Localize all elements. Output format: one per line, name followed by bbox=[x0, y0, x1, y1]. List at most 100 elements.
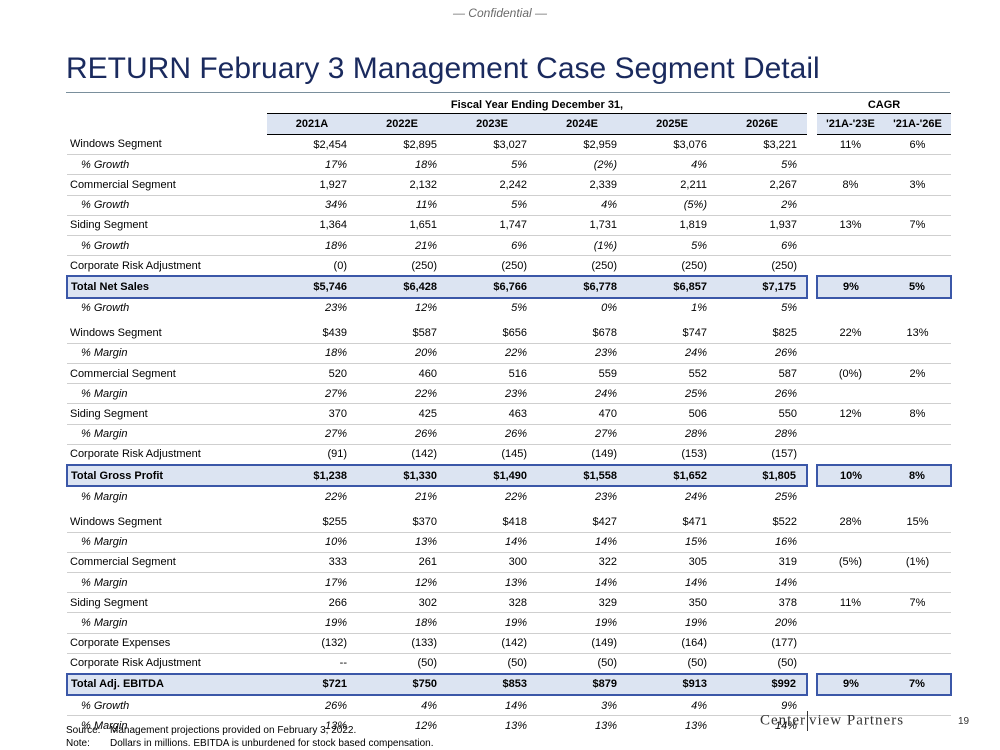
cagr-cell: 12% bbox=[817, 403, 884, 425]
page-number: 19 bbox=[958, 716, 970, 727]
col-header-2021a: 2021A bbox=[267, 113, 357, 135]
cagr-cell: 8% bbox=[817, 174, 884, 196]
column-gap bbox=[807, 363, 817, 385]
col-header-2025e: 2025E bbox=[627, 113, 717, 135]
table-row: Commercial Segment 1,927 2,132 2,242 2,339 2,… bbox=[67, 174, 952, 196]
cagr-cell: 3% bbox=[884, 174, 952, 196]
value-cell: $522 bbox=[717, 512, 807, 533]
value-cell: $913 bbox=[627, 672, 717, 697]
value-cell: 20% bbox=[717, 612, 807, 634]
value-cell: (153) bbox=[681, 448, 707, 461]
value-cell: 6% bbox=[717, 235, 807, 257]
column-gap bbox=[807, 276, 817, 298]
table-row: % Margin 10% 13% 14% 14% 15% 16% bbox=[67, 532, 952, 553]
value-cell: $747 bbox=[627, 323, 717, 344]
value-cell: (50) bbox=[777, 657, 797, 670]
value-cell: 5% bbox=[447, 154, 537, 176]
value-cell: (157) bbox=[771, 448, 797, 461]
row-label: % Growth bbox=[81, 302, 130, 315]
value-cell: (50) bbox=[417, 657, 437, 670]
value-cell: 463 bbox=[447, 403, 537, 425]
value-cell: (250) bbox=[591, 259, 617, 272]
value-cell: $7,175 bbox=[717, 275, 808, 299]
value-cell: 27% bbox=[267, 383, 357, 405]
column-gap bbox=[807, 215, 817, 236]
value-cell: 333 bbox=[267, 552, 357, 573]
column-gap bbox=[807, 403, 817, 425]
column-gap bbox=[807, 673, 817, 696]
value-cell: $6,778 bbox=[537, 275, 627, 299]
col-header-2023e: 2023E bbox=[447, 113, 537, 135]
value-cell: 1,927 bbox=[267, 174, 357, 196]
value-cell: 6% bbox=[447, 235, 537, 257]
column-gap bbox=[807, 572, 817, 594]
cagr-cell bbox=[817, 235, 884, 257]
value-cell: 5% bbox=[781, 302, 797, 315]
table-row: Commercial Segment 520 460 516 559 552 587 (0%)… bbox=[67, 363, 952, 385]
cagr-cell bbox=[817, 695, 884, 717]
row-label: % Margin bbox=[67, 572, 267, 594]
cagr-cell: 13% bbox=[817, 215, 884, 236]
value-cell: $2,895 bbox=[357, 134, 447, 156]
table-row: Siding Segment 370 425 463 470 506 550 12% 8% bbox=[67, 403, 952, 425]
value-cell: (177) bbox=[717, 633, 807, 654]
row-label: % Margin bbox=[67, 424, 267, 445]
value-cell: 13% bbox=[324, 719, 347, 732]
value-cell: 5% bbox=[511, 302, 527, 315]
value-cell: $6,766 bbox=[447, 275, 537, 299]
table-row: Siding Segment 1,364 1,651 1,747 1,731 1,819 1… bbox=[67, 215, 952, 236]
value-cell: 261 bbox=[357, 552, 447, 573]
value-cell: 1,364 bbox=[267, 215, 357, 236]
value-cell: 550 bbox=[717, 403, 807, 425]
value-cell: 26% bbox=[267, 695, 357, 717]
col-header-2022e: 2022E bbox=[357, 113, 447, 135]
value-cell: (149) bbox=[591, 448, 617, 461]
value-cell: 26% bbox=[447, 424, 537, 445]
value-cell: 552 bbox=[627, 363, 717, 385]
column-gap bbox=[807, 424, 817, 445]
cagr-cell: (5%) bbox=[817, 552, 884, 573]
logo-divider bbox=[806, 711, 808, 731]
column-gap bbox=[807, 653, 817, 674]
value-cell: 1,651 bbox=[357, 215, 447, 236]
row-label: Siding Segment bbox=[67, 403, 267, 425]
value-cell: $3,221 bbox=[717, 134, 807, 156]
table-row: Total Net Sales $5,746 $6,428 $6,766 $6,778 $… bbox=[66, 275, 953, 299]
value-cell: $2,454 bbox=[267, 134, 357, 156]
cagr-cell bbox=[884, 444, 951, 465]
value-cell: 18% bbox=[267, 343, 357, 365]
value-cell: 1,937 bbox=[717, 215, 807, 236]
value-cell: (1%) bbox=[537, 235, 627, 257]
value-cell: $825 bbox=[717, 323, 807, 344]
table-row: % Growth 23% 12% 5% 0% 1% 5% bbox=[67, 297, 951, 318]
row-label: % Growth bbox=[67, 195, 267, 216]
row-label: Windows Segment bbox=[67, 323, 267, 344]
value-cell: 34% bbox=[267, 195, 357, 216]
cagr-cell: 28% bbox=[817, 512, 884, 533]
column-gap bbox=[807, 154, 817, 176]
value-cell: 22% bbox=[504, 490, 527, 503]
value-cell: 2,211 bbox=[627, 174, 717, 196]
value-cell: 2,339 bbox=[537, 174, 627, 196]
value-cell: 26% bbox=[717, 343, 807, 365]
cagr-cell bbox=[817, 424, 884, 445]
value-cell: 23% bbox=[447, 383, 537, 405]
table-row: % Margin 27% 26% 26% 27% 28% 28% bbox=[67, 424, 952, 445]
source-footnote: Source: Management projections provided o… bbox=[66, 725, 357, 736]
value-cell: 1,747 bbox=[447, 215, 537, 236]
row-label: % Growth bbox=[67, 154, 267, 176]
cagr-cell bbox=[884, 612, 952, 634]
cagr-cell bbox=[817, 486, 884, 506]
column-gap bbox=[807, 343, 817, 365]
row-label: Siding Segment bbox=[67, 215, 267, 236]
value-cell: 18% bbox=[357, 154, 447, 176]
value-cell: 13% bbox=[684, 719, 707, 732]
cagr-cell bbox=[884, 298, 951, 318]
cagr-cell bbox=[817, 343, 884, 365]
value-cell: 5% bbox=[717, 154, 807, 176]
value-cell: 305 bbox=[627, 552, 717, 573]
value-cell: 22% bbox=[357, 383, 447, 405]
cagr-cell bbox=[817, 256, 884, 277]
value-cell: 14% bbox=[627, 572, 717, 594]
value-cell: 19% bbox=[627, 612, 717, 634]
